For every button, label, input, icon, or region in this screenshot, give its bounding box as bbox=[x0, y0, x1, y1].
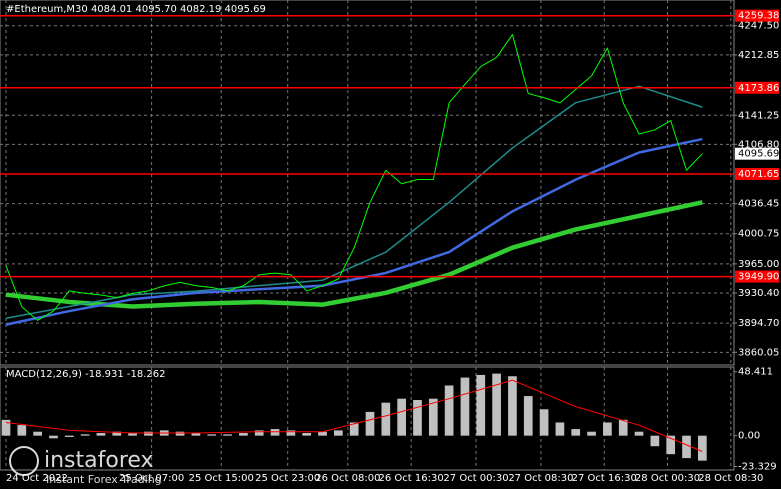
macd-bar bbox=[333, 430, 343, 436]
macd-bar bbox=[144, 431, 153, 436]
price-panel bbox=[0, 0, 735, 366]
macd-bar bbox=[428, 398, 438, 436]
macd-bar bbox=[492, 373, 501, 436]
level-label: 3949.90 bbox=[738, 272, 779, 283]
logo-icon bbox=[9, 446, 39, 476]
logo: instaforex Instant Forex Trading bbox=[9, 446, 162, 486]
macd-bar bbox=[175, 431, 185, 436]
macd-signal bbox=[5, 379, 703, 452]
y-tick-label: 0.00 bbox=[738, 431, 760, 442]
macd-bar bbox=[571, 429, 581, 436]
last-price-label: 4095.69 bbox=[738, 149, 779, 160]
macd-bar bbox=[1, 419, 11, 436]
macd-bar bbox=[381, 402, 391, 436]
x-tick-label: 26 Oct 16:30 bbox=[379, 473, 444, 484]
macd-bar bbox=[33, 431, 43, 436]
x-tick-label: 28 Oct 00:30 bbox=[635, 473, 700, 484]
y-tick-label: 3930.40 bbox=[738, 288, 779, 299]
macd-bar bbox=[96, 433, 106, 436]
macd-bar bbox=[413, 400, 422, 436]
macd-bar bbox=[254, 430, 264, 436]
level-label-box bbox=[735, 9, 779, 22]
macd-bar bbox=[508, 376, 517, 436]
x-tick-label: 25 Oct 07:00 bbox=[119, 473, 184, 484]
macd-bar bbox=[587, 431, 596, 436]
x-tick-label: 27 Oct 08:30 bbox=[508, 473, 573, 484]
series-line bbox=[5, 137, 703, 326]
x-tick-label: 26 Oct 08:00 bbox=[315, 473, 380, 484]
macd-panel bbox=[0, 366, 735, 471]
y-tick-label: 48.411 bbox=[738, 367, 773, 378]
level-label: 4259.38 bbox=[738, 11, 779, 22]
brand-tagline: Instant Forex Trading bbox=[46, 473, 162, 486]
y-tick-label: 3965.00 bbox=[738, 259, 779, 270]
macd-bar bbox=[349, 422, 359, 436]
macd-bar bbox=[17, 425, 27, 436]
x-tick-label: 25 Oct 23:00 bbox=[255, 473, 320, 484]
y-tick-label: 4000.75 bbox=[738, 229, 779, 240]
y-tick-label: 4036.45 bbox=[738, 199, 779, 210]
macd-bar bbox=[444, 385, 454, 436]
chart-title: #Ethereum,M30 4084.01 4095.70 4082.19 40… bbox=[6, 4, 266, 15]
last-price-box bbox=[735, 147, 779, 160]
macd-bar bbox=[397, 398, 407, 436]
y-tick-label: 4106.80 bbox=[738, 139, 779, 150]
macd-bar bbox=[365, 411, 375, 436]
y-tick-label: 4247.50 bbox=[738, 21, 779, 32]
level-label-box bbox=[735, 167, 779, 180]
macd-bar bbox=[302, 433, 312, 436]
macd-bar bbox=[603, 422, 612, 436]
macd-bar bbox=[555, 422, 565, 436]
level-label: 4071.65 bbox=[738, 169, 779, 180]
x-tick-label: 27 Oct 00:30 bbox=[443, 473, 508, 484]
macd-bar bbox=[207, 434, 217, 436]
macd-bar bbox=[460, 377, 470, 436]
y-tick-label: 4212.85 bbox=[738, 50, 779, 61]
macd-bar bbox=[697, 435, 707, 461]
macd-bar bbox=[112, 431, 122, 436]
macd-bar bbox=[49, 435, 58, 439]
y-tick-label: 3894.70 bbox=[738, 318, 779, 329]
x-tick-label: 25 Oct 15:00 bbox=[189, 473, 254, 484]
macd-bar bbox=[191, 433, 201, 436]
macd-bar bbox=[223, 434, 232, 436]
x-tick-label: 27 Oct 16:30 bbox=[572, 473, 637, 484]
level-label: 4173.86 bbox=[738, 83, 779, 94]
macd-bar bbox=[682, 435, 691, 459]
y-tick-label: -23.329 bbox=[738, 461, 777, 472]
macd-bar bbox=[666, 435, 676, 455]
brand-name: instaforex bbox=[44, 448, 154, 473]
macd-bar bbox=[650, 435, 660, 447]
macd-bar bbox=[318, 431, 327, 436]
macd-bar bbox=[618, 419, 628, 436]
macd-bar bbox=[64, 435, 74, 437]
series-line bbox=[5, 200, 703, 309]
x-tick-label: 24 Oct 2022 bbox=[6, 473, 68, 484]
y-tick-label: 4141.25 bbox=[738, 110, 779, 121]
x-tick-label: 28 Oct 08:30 bbox=[698, 473, 763, 484]
level-label-box bbox=[735, 270, 779, 283]
macd-bar bbox=[523, 396, 533, 436]
macd-bar bbox=[539, 409, 549, 436]
macd-title: MACD(12,26,9) -18.931 -18.262 bbox=[6, 369, 166, 380]
series-line bbox=[5, 34, 703, 321]
y-tick-label: 3860.05 bbox=[738, 347, 779, 358]
macd-bar bbox=[128, 433, 137, 436]
macd-bar bbox=[270, 429, 280, 436]
macd-bar bbox=[80, 434, 90, 436]
macd-bar bbox=[239, 433, 248, 436]
macd-bar bbox=[476, 374, 486, 436]
level-label-box bbox=[735, 81, 779, 94]
macd-bar bbox=[286, 430, 296, 436]
macd-bar bbox=[634, 431, 644, 436]
